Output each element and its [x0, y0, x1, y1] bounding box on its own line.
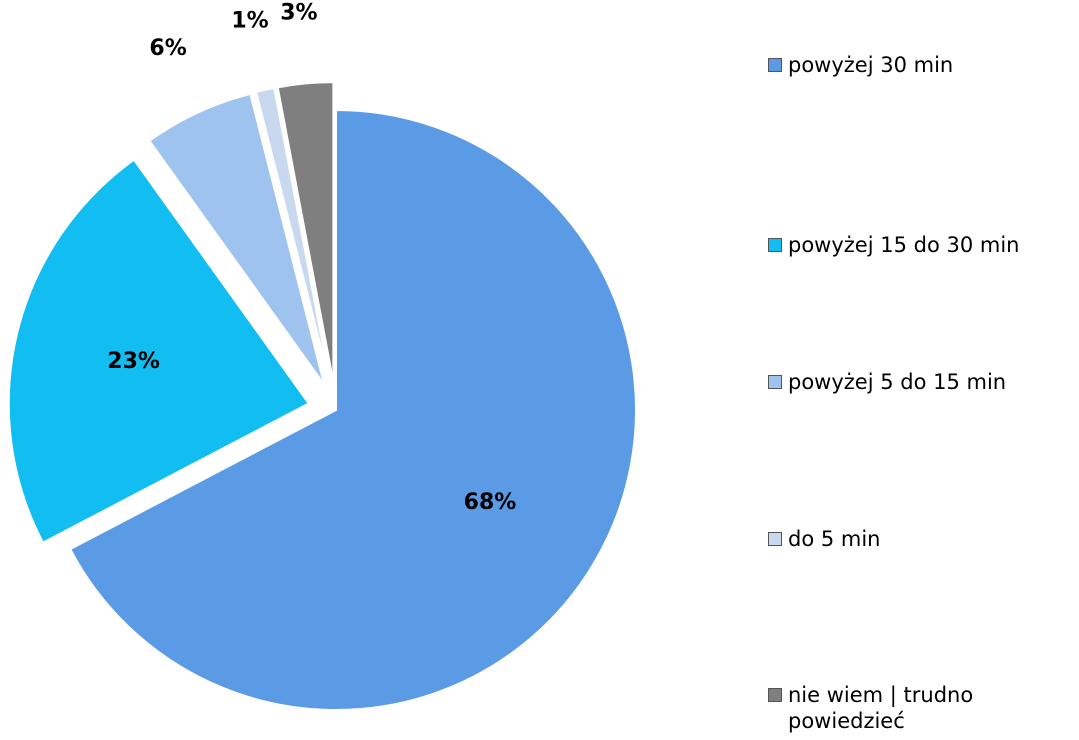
pie-slice: [147, 92, 326, 386]
legend-swatch: [768, 238, 782, 252]
legend-item: powyżej 30 min: [768, 52, 1068, 78]
legend-item: do 5 min: [768, 526, 1068, 552]
legend-label: powyżej 30 min: [788, 53, 954, 77]
data-label: 23%: [107, 349, 160, 374]
legend-item: powyżej 15 do 30 min: [768, 232, 1068, 258]
chart: 68% 23% 6% 1% 3%: [7, 1, 637, 711]
legend-swatch: [768, 375, 782, 389]
pie-slice: [68, 108, 637, 711]
legend-label: powyżej 15 do 30 min: [788, 233, 1020, 257]
legend-swatch: [768, 532, 782, 546]
legend-label: nie wiem | trudno powiedzieć: [788, 683, 974, 733]
legend-item: nie wiem | trudno powiedzieć: [768, 682, 1068, 734]
data-label: 3%: [280, 1, 317, 26]
data-label: 6%: [149, 36, 186, 61]
pie-slice: [7, 158, 311, 544]
legend-swatch: [768, 688, 782, 702]
legend-item: powyżej 5 do 15 min: [768, 369, 1068, 395]
legend-label: powyżej 5 do 15 min: [788, 370, 1007, 394]
pie-slice: [276, 81, 335, 383]
pie-slice: [254, 86, 331, 383]
data-label: 1%: [231, 8, 268, 33]
legend-swatch: [768, 58, 782, 72]
data-label: 68%: [464, 490, 517, 515]
legend-label: do 5 min: [788, 527, 881, 551]
